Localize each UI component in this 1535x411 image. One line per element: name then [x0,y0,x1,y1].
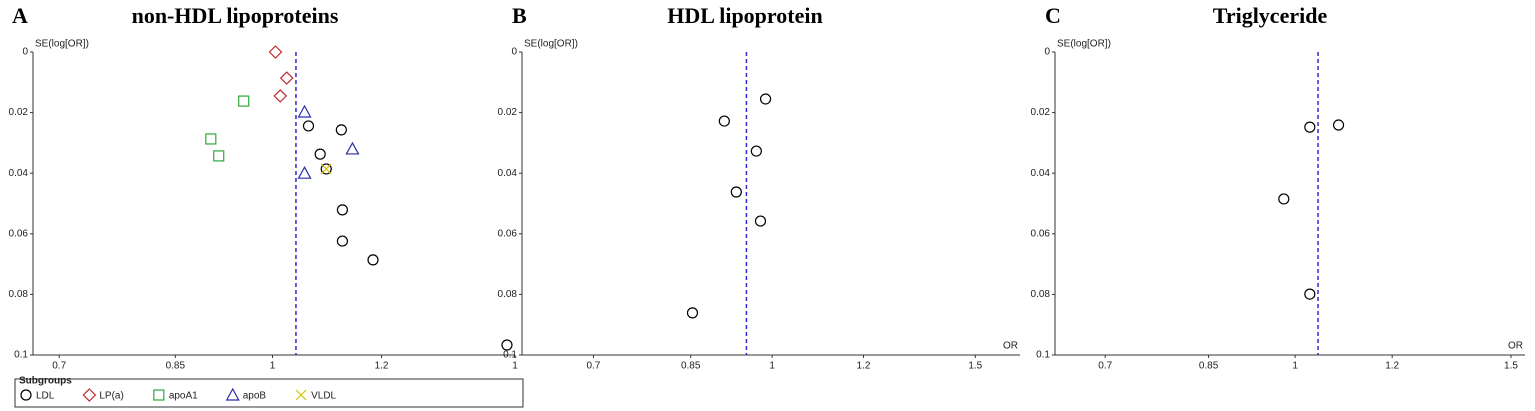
legend-title: Subgroups [19,376,72,387]
point [686,307,699,319]
point [336,204,349,216]
point [367,254,379,266]
point [750,145,762,157]
legend-marker [295,389,307,401]
x-tick-label: 1.2 [857,361,871,372]
legend-label: apoB [243,391,267,402]
y-tick-label: 0.06 [9,228,29,239]
legend-marker [153,389,165,401]
point [730,186,742,198]
y-axis-label: SE(log[OR]) [524,39,578,50]
point [297,165,312,179]
point [335,124,347,136]
y-tick-label: 0.08 [9,289,29,300]
y-tick-label: 0.02 [9,107,29,118]
point [754,215,767,227]
point [302,120,315,132]
panel-letter: C [1045,3,1061,28]
legend-marker [82,388,97,402]
x-tick-label: 1.2 [1385,361,1399,372]
x-tick-label: 0.85 [166,361,186,372]
y-tick-label: 0.1 [14,350,28,361]
x-tick-label: 1 [1292,361,1298,372]
y-axis-label: SE(log[OR]) [35,39,89,50]
x-axis-label: OR [1508,341,1523,352]
point [268,45,283,59]
y-tick-label: 0.04 [9,168,29,179]
point [718,115,730,127]
y-tick-label: 0.08 [498,289,518,300]
legend-marker [225,387,240,401]
point [1278,193,1290,205]
point [336,235,349,247]
chart-title: Triglyceride [1213,3,1328,28]
chart-title: HDL lipoprotein [667,3,822,28]
x-tick-label: 1 [512,361,518,372]
y-axis-label: SE(log[OR]) [1057,39,1111,50]
y-tick-label: 0.1 [1036,350,1050,361]
y-tick-label: 0.08 [1031,289,1051,300]
y-tick-label: 0.02 [1031,107,1051,118]
x-tick-label: 1 [270,361,276,372]
point [297,104,312,118]
legend-label: LP(a) [99,391,123,402]
x-tick-label: 1.5 [968,361,982,372]
x-tick-label: 0.85 [681,361,701,372]
point [1304,288,1316,300]
x-tick-label: 1 [769,361,775,372]
x-axis-label: OR [1003,341,1018,352]
point [1304,121,1316,133]
point [320,163,332,175]
point [205,133,217,145]
x-tick-label: 0.7 [1098,361,1112,372]
legend-label: apoA1 [169,391,198,402]
legend-label: LDL [36,391,55,402]
y-tick-label: 0 [22,47,28,58]
point [213,150,225,162]
point [273,89,288,103]
x-tick-label: 0.85 [1199,361,1219,372]
legend-box [14,378,524,408]
x-tick-label: 0.7 [52,361,66,372]
y-tick-label: 0.06 [1031,228,1051,239]
x-tick-label: 1.2 [375,361,389,372]
point [314,148,326,160]
panel-letter: B [512,3,527,28]
point [759,93,772,105]
y-tick-label: 0.04 [498,168,518,179]
point [345,141,360,155]
point [501,339,513,351]
y-tick-label: 0 [1044,47,1050,58]
y-tick-label: 0.06 [498,228,518,239]
y-tick-label: 0 [511,47,517,58]
point [1332,119,1345,131]
legend-marker [20,389,32,401]
point [238,95,250,107]
x-tick-label: 0.7 [586,361,600,372]
legend-label: VLDL [311,391,336,402]
y-tick-label: 0.02 [498,107,518,118]
point [279,71,294,85]
y-tick-label: 0.1 [503,350,517,361]
x-tick-label: 1.5 [1504,361,1518,372]
panel-letter: A [12,3,28,28]
chart-title: non-HDL lipoproteins [132,3,339,28]
point [320,163,332,175]
y-tick-label: 0.04 [1031,168,1051,179]
